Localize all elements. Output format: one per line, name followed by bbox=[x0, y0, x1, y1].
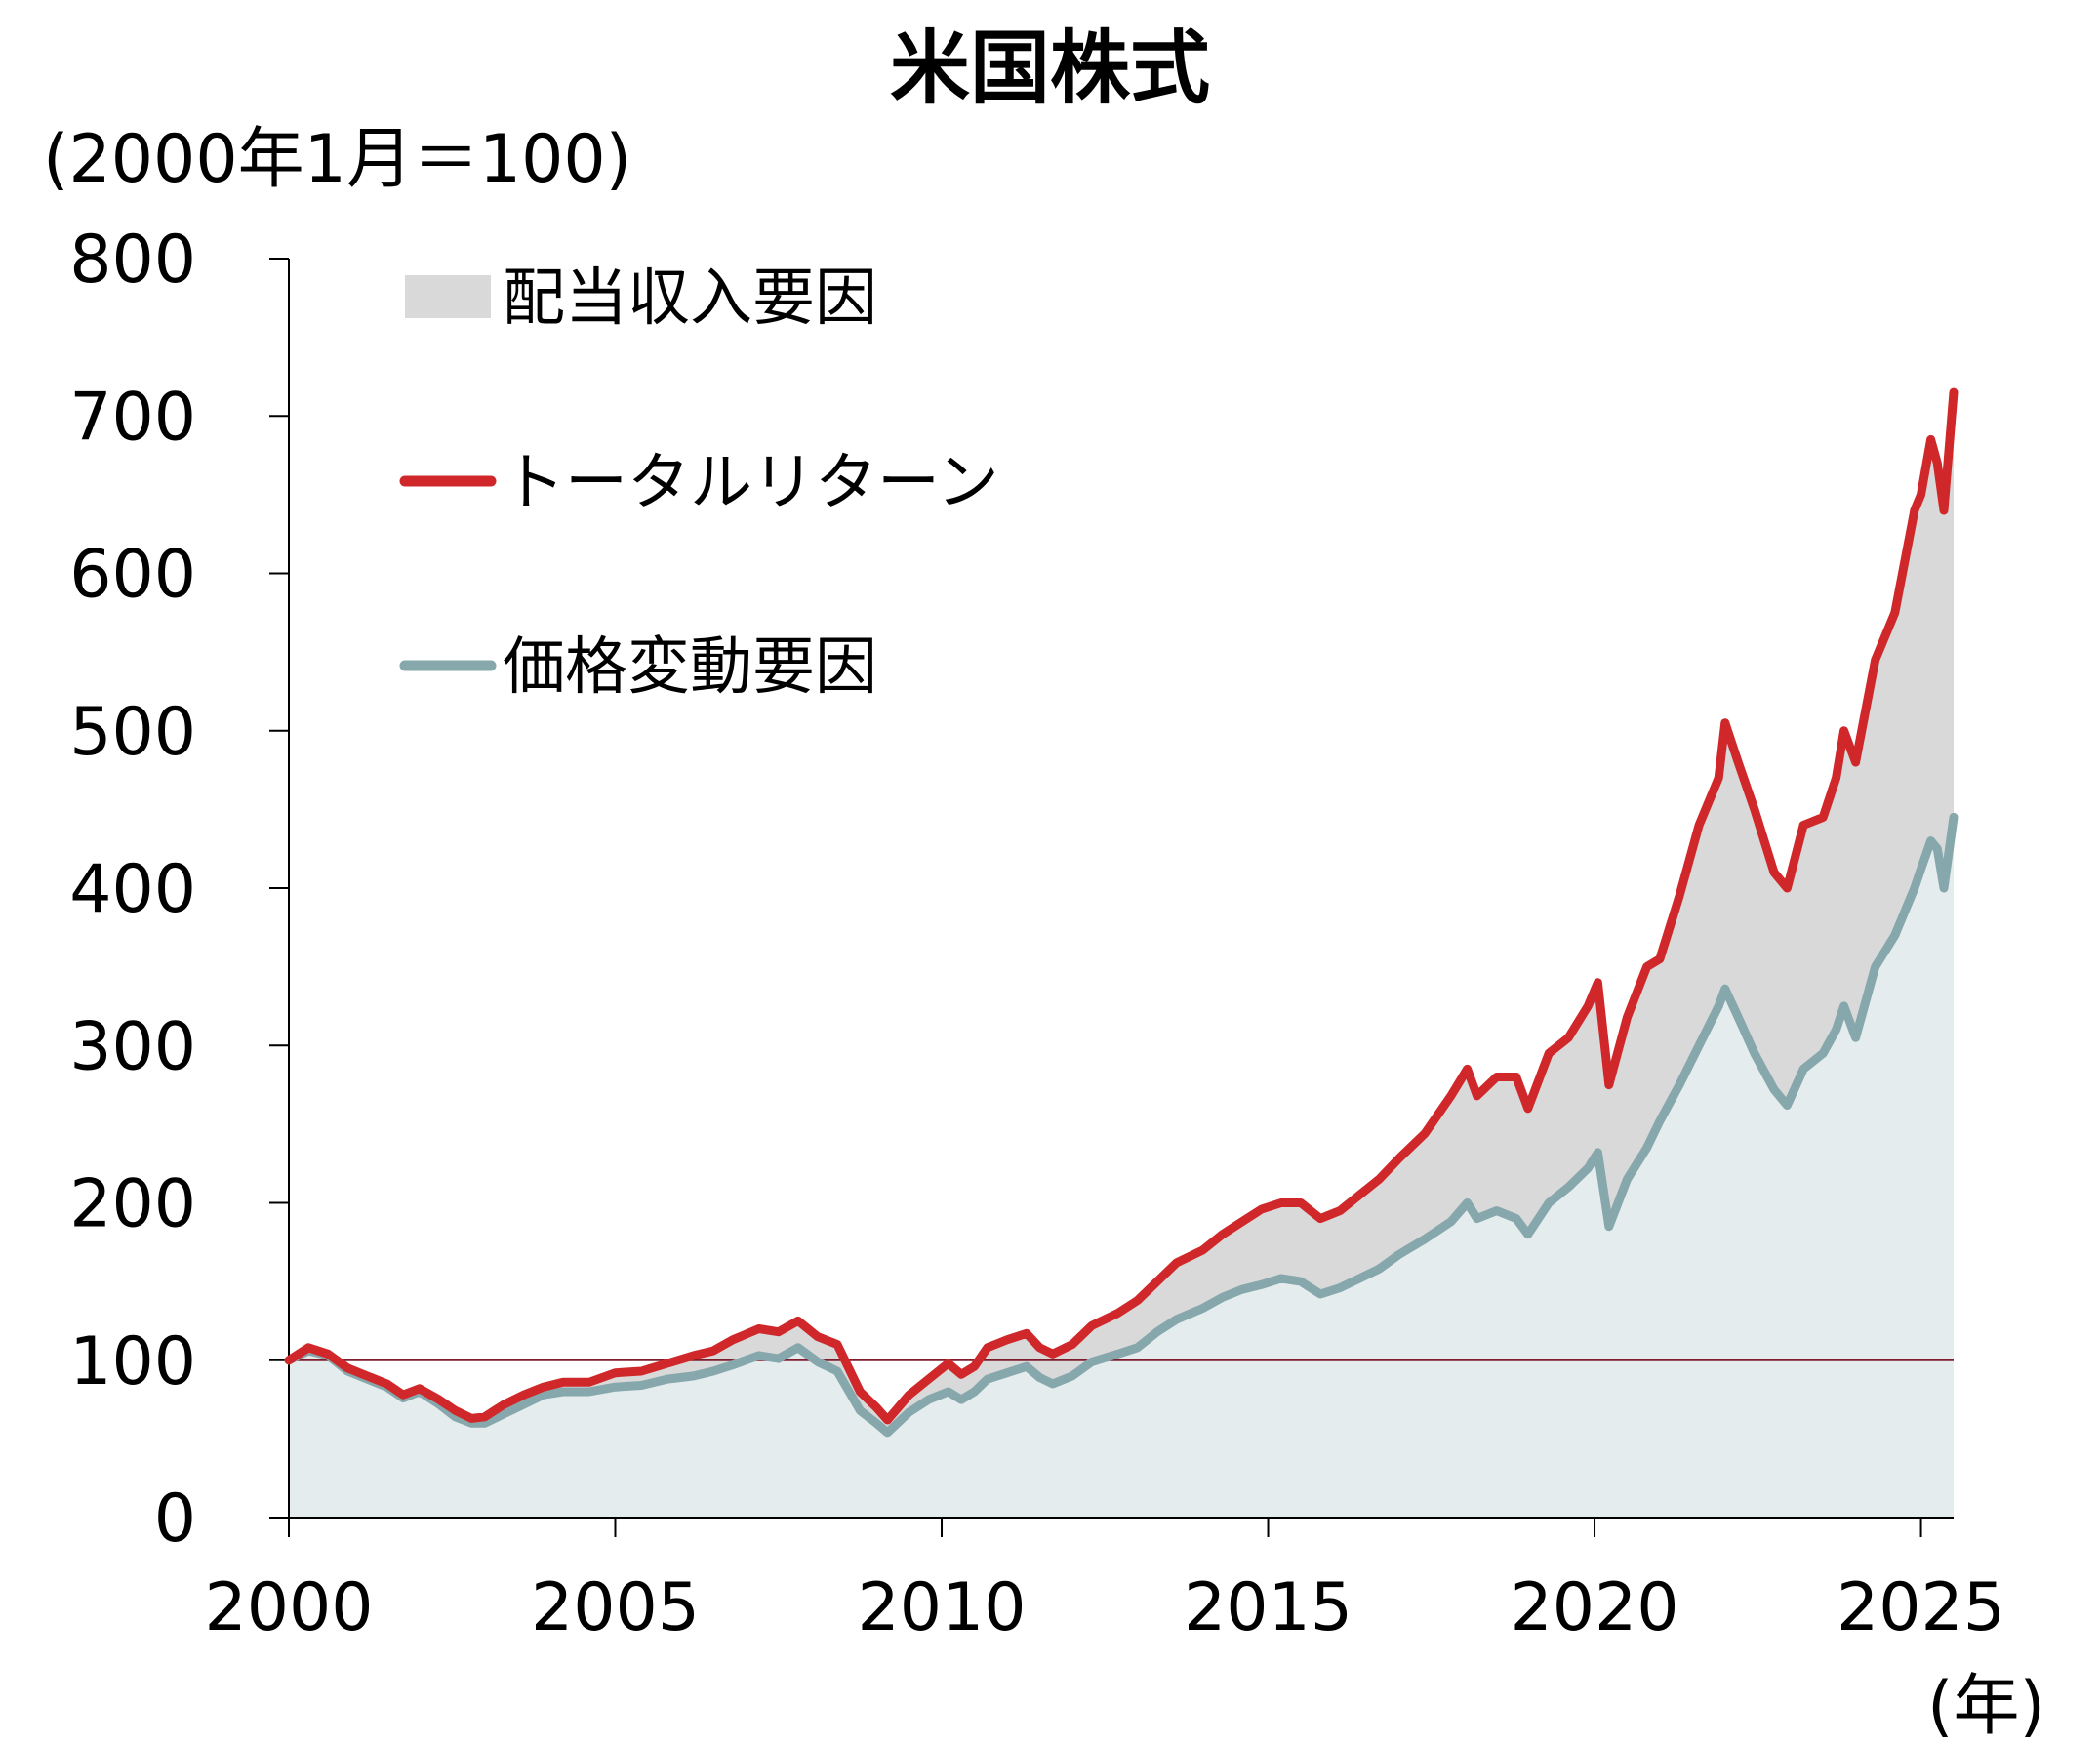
x-tick-label: 2025 bbox=[1837, 1569, 2005, 1646]
y-tick-label: 0 bbox=[154, 1481, 196, 1558]
x-tick-label: 2005 bbox=[531, 1569, 700, 1646]
y-tick-label: 200 bbox=[69, 1166, 196, 1243]
x-tick-label: 2010 bbox=[857, 1569, 1026, 1646]
legend-label-total-return: トータルリターン bbox=[503, 447, 999, 519]
y-tick-label: 300 bbox=[69, 1008, 196, 1085]
chart-title: 米国株式 bbox=[889, 22, 1210, 115]
dividend-area-fill bbox=[289, 392, 1954, 1433]
y-tick-label: 400 bbox=[69, 851, 196, 928]
price-area-fill bbox=[289, 817, 1954, 1518]
legend: 配当収入要因 トータルリターン 価格変動要因 bbox=[399, 263, 999, 704]
y-tick-label: 700 bbox=[69, 379, 196, 456]
y-tick-label: 600 bbox=[69, 537, 196, 614]
total-return-series-line bbox=[284, 387, 1959, 1425]
y-tick-label: 800 bbox=[69, 222, 196, 299]
y-axis-unit-label: (2000年1月＝100) bbox=[43, 121, 632, 198]
x-axis-unit-label: (年) bbox=[1927, 1668, 2046, 1745]
x-tick-label: 2020 bbox=[1511, 1569, 1679, 1646]
legend-label-dividend: 配当収入要因 bbox=[503, 263, 877, 335]
y-tick-label: 500 bbox=[69, 694, 196, 771]
price-series-line bbox=[284, 812, 1959, 1438]
x-tick-label: 2000 bbox=[204, 1569, 373, 1646]
axes: 0 100 200 300 400 500 600 700 800 2000 2005 2010 201… bbox=[69, 222, 2005, 1646]
x-tick-label: 2015 bbox=[1184, 1569, 1353, 1646]
y-tick-label: 100 bbox=[69, 1323, 196, 1400]
legend-swatch-dividend bbox=[405, 275, 491, 318]
legend-label-price: 価格変動要因 bbox=[503, 631, 877, 704]
